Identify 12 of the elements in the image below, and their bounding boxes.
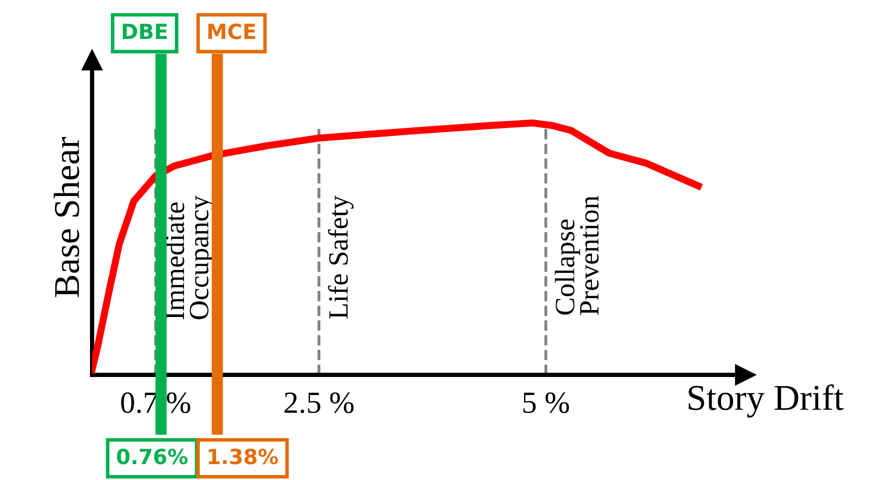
x-tick-label: 2.5 % [284, 392, 354, 414]
ref-line-label: Life Safety [328, 196, 354, 319]
ref-line-label: DBE [122, 24, 167, 39]
ref-line-label: Collapse Prevention [554, 196, 599, 315]
x-tick-label: 0.7 % [121, 392, 190, 414]
ref-line-label: Immediate Occupancy [164, 196, 214, 320]
x-tick-label: 5 % [523, 392, 569, 414]
x-axis-title: Story Drift [688, 384, 844, 418]
text: 0.76% [116, 448, 188, 464]
ref-line-label: MCE [208, 24, 256, 40]
text: 1.38% [208, 448, 278, 464]
y-axis-title: Base Shear [54, 137, 80, 298]
